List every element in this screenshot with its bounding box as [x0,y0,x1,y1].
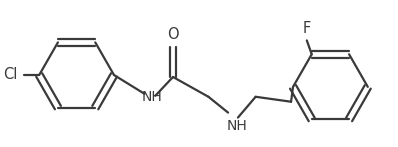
Text: F: F [302,21,311,36]
Text: Cl: Cl [3,67,18,82]
Text: O: O [167,27,179,42]
Text: NH: NH [226,119,247,133]
Text: NH: NH [142,90,162,104]
